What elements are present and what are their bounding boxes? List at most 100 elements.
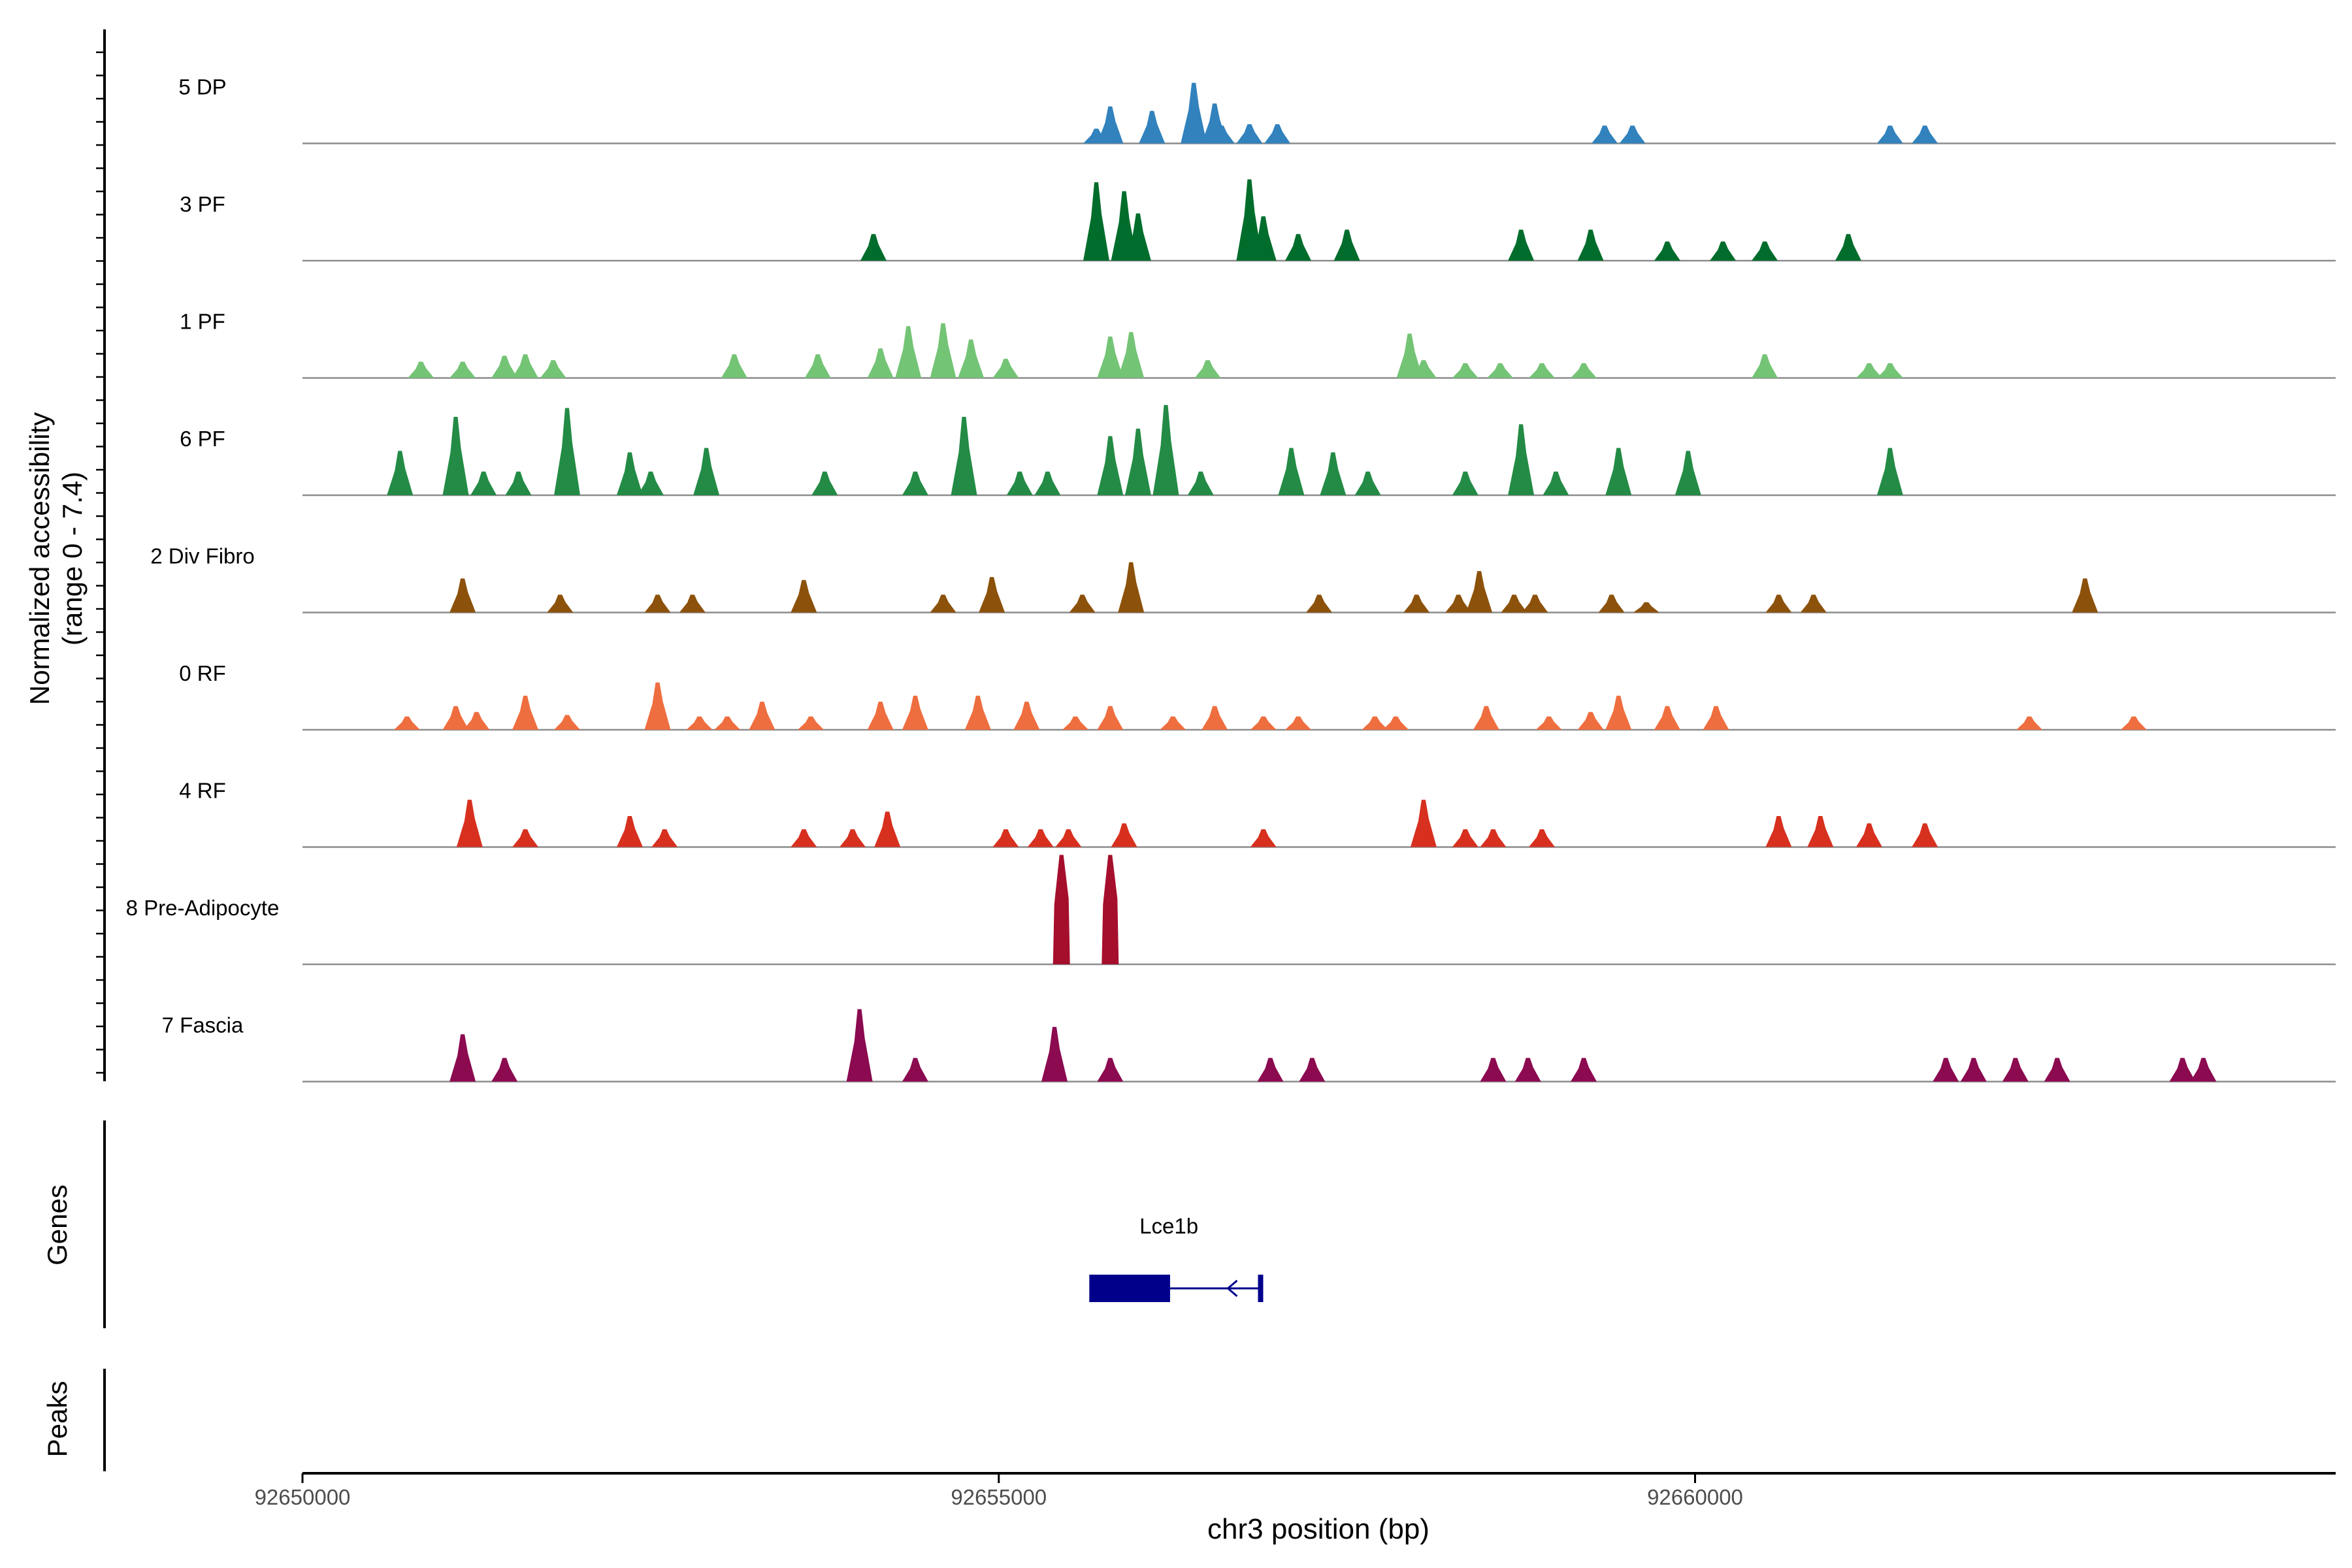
coverage-peak	[1480, 829, 1507, 847]
coverage-peak	[1097, 336, 1124, 378]
coverage-peak	[1124, 429, 1151, 495]
coverage-peak	[651, 829, 678, 847]
x-axis-title: chr3 position (bp)	[1207, 1513, 1429, 1545]
coverage-peak	[1577, 711, 1604, 730]
coverage-peak	[1876, 363, 1903, 378]
coverage-peak	[1236, 124, 1263, 144]
coverage-peak	[2169, 1058, 2196, 1082]
track-1-pf: 1 PF	[180, 310, 2336, 379]
track-label: 3 PF	[180, 192, 225, 216]
coverage-peak	[2016, 716, 2043, 730]
coverage-peak	[505, 471, 532, 495]
coverage-peak	[2044, 1058, 2070, 1082]
coverage-peak	[686, 716, 713, 730]
coverage-peak	[449, 578, 476, 613]
coverage-peak	[449, 1034, 476, 1082]
coverage-peak	[393, 716, 420, 730]
genes-track-label: Genes	[42, 1184, 73, 1266]
coverage-peak	[1577, 229, 1604, 261]
track-label: 1 PF	[180, 310, 225, 334]
accessibility-tracks: 5 DP 3 PF 1 PF 6 PF 2 Div Fibro 0 RF 4 RF 8 Pre…	[126, 75, 2336, 1083]
coverage-peak	[1250, 216, 1277, 261]
coverage-peak	[1083, 182, 1109, 261]
track-7-fascia: 7 Fascia	[162, 1009, 2336, 1083]
y-axis-title: Normalized accessibility (range 0 - 7.4)	[24, 412, 88, 705]
coverage-peak	[1097, 1058, 1124, 1082]
coverage-peak	[1152, 404, 1179, 495]
coverage-peak	[1529, 363, 1555, 378]
track-4-rf: 4 RF	[179, 779, 2336, 848]
coverage-peak	[616, 816, 643, 847]
coverage-peak	[1333, 229, 1360, 261]
coverage-peak	[470, 471, 497, 495]
coverage-peak	[1160, 716, 1186, 730]
coverage-peak	[1382, 716, 1409, 730]
coverage-peak	[547, 595, 574, 613]
coverage-peak	[554, 408, 580, 495]
coverage-peak	[1027, 829, 1054, 847]
coverage-peak	[1514, 1058, 1541, 1082]
track-label: 8 Pre-Adipocyte	[126, 896, 280, 920]
coverage-peak	[1535, 716, 1562, 730]
coverage-peak	[721, 354, 747, 378]
x-tick-label: 92660000	[1647, 1485, 1743, 1509]
coverage-peak	[1674, 451, 1701, 495]
coverage-peak	[1118, 332, 1145, 378]
track-2-div-fibro: 2 Div Fibro	[150, 544, 2336, 613]
coverage-peak	[644, 682, 671, 730]
gene-name-label: Lce1b	[1139, 1214, 1198, 1238]
track-6-pf: 6 PF	[180, 404, 2336, 497]
coverage-peak	[1835, 234, 1861, 261]
coverage-peak	[1876, 125, 1903, 144]
coverage-peak	[1181, 82, 1207, 144]
coverage-peak	[874, 811, 901, 847]
coverage-peak	[1062, 716, 1088, 730]
coverage-peak	[679, 595, 706, 613]
track-label: 0 RF	[179, 661, 226, 685]
coverage-peak	[1452, 829, 1478, 847]
coverage-peak	[1765, 595, 1792, 613]
coverage-peak	[512, 354, 538, 378]
coverage-peak	[512, 829, 538, 847]
coverage-peak	[1055, 829, 1082, 847]
x-axis-ticks: 92650000 92655000 92660000	[255, 1473, 1743, 1509]
coverage-peak	[798, 716, 824, 730]
track-label: 5 DP	[178, 75, 226, 99]
coverage-peak	[1006, 471, 1033, 495]
coverage-peak	[616, 452, 643, 495]
coverage-peak	[1264, 124, 1291, 144]
coverage-peak	[1654, 706, 1680, 730]
coverage-peak	[1124, 213, 1151, 261]
coverage-peak	[1752, 354, 1778, 378]
track-8-pre-adipocyte: 8 Pre-Adipocyte	[126, 855, 2336, 966]
coverage-peak	[1354, 471, 1381, 495]
coverage-peak	[1800, 595, 1827, 613]
coverage-peak	[1876, 448, 1903, 495]
coverage-peak	[693, 448, 720, 495]
coverage-peak	[1299, 1058, 1326, 1082]
coverage-peak	[1703, 706, 1729, 730]
coverage-peak	[1598, 595, 1625, 613]
coverage-peak	[1487, 363, 1514, 378]
coverage-peak	[1529, 829, 1555, 847]
coverage-peak	[1508, 424, 1535, 495]
coverage-peak	[749, 702, 776, 730]
coverage-peak	[992, 829, 1019, 847]
coverage-peak	[1592, 125, 1618, 144]
track-5-dp: 5 DP	[178, 75, 2336, 144]
coverage-peak	[1034, 471, 1061, 495]
coverage-peak	[1466, 571, 1493, 613]
coverage-peak	[714, 716, 741, 730]
coverage-peak	[2002, 1058, 2029, 1082]
coverage-peak	[1285, 234, 1311, 261]
coverage-peak	[491, 355, 518, 378]
coverage-peak	[1257, 1058, 1284, 1082]
coverage-peak	[791, 580, 817, 613]
coverage-peak	[491, 1058, 518, 1082]
coverage-peak	[554, 715, 580, 730]
coverage-peak	[512, 695, 538, 730]
coverage-peak	[1654, 241, 1680, 261]
coverage-peak	[463, 711, 490, 730]
coverage-peak	[1501, 595, 1527, 613]
coverage-peak	[2120, 716, 2147, 730]
